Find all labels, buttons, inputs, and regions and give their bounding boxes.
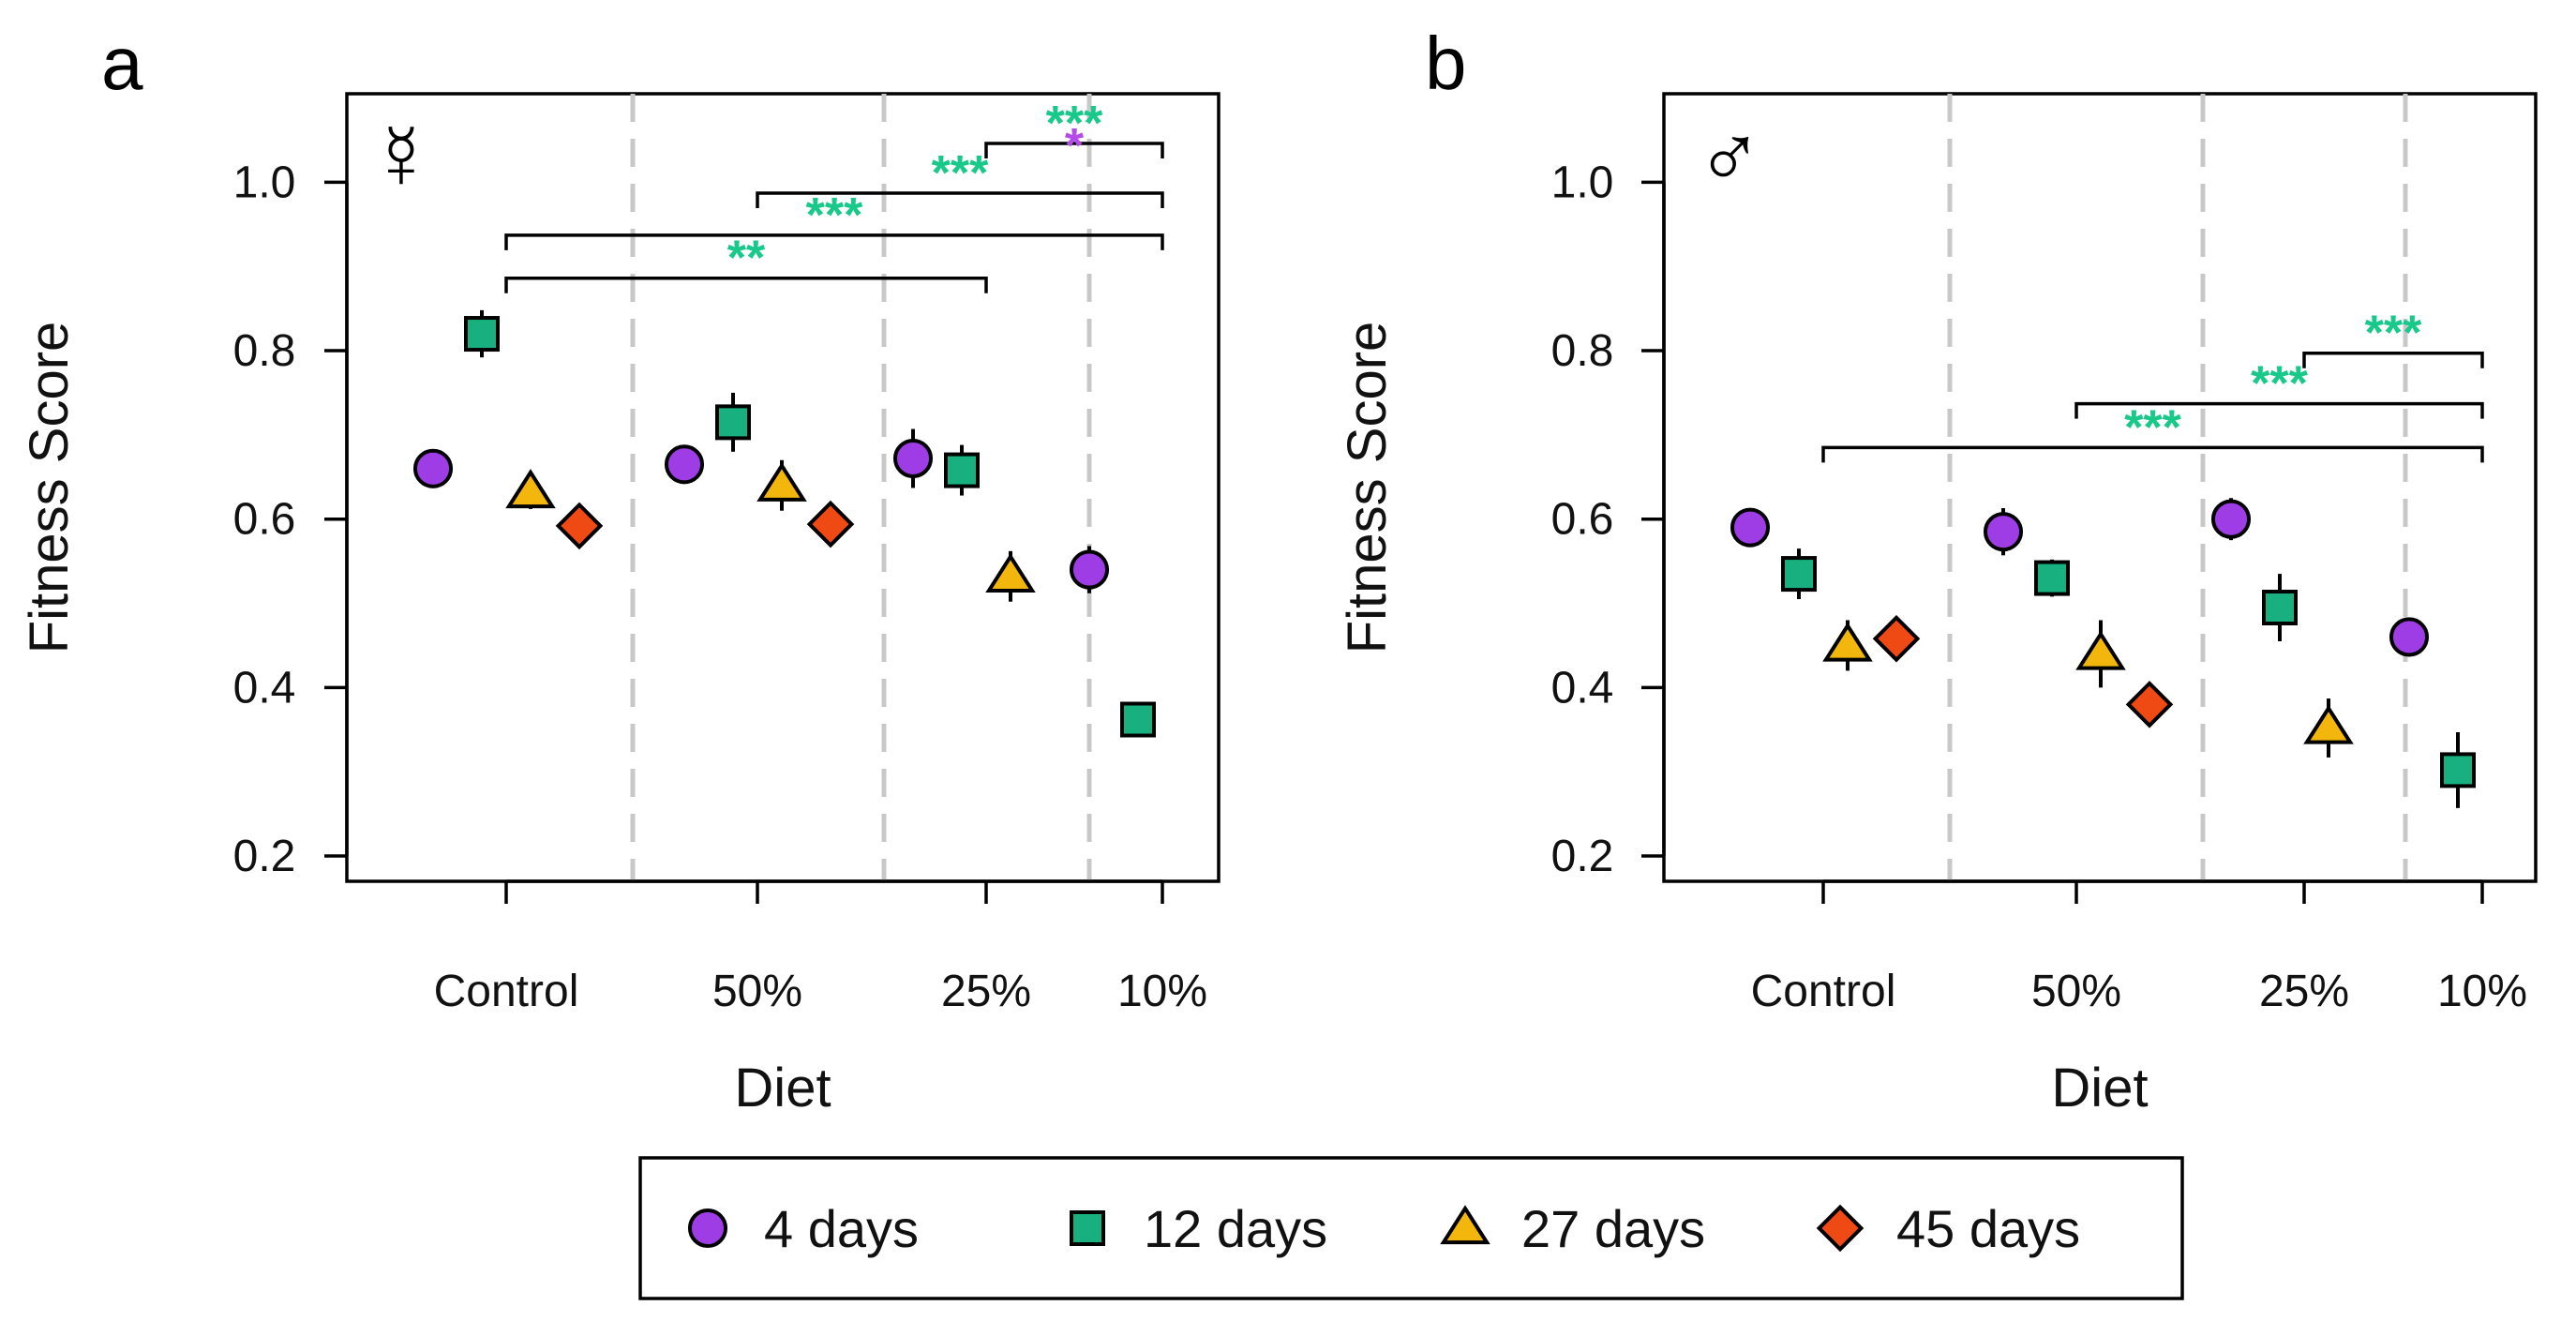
panel-a: a ☿ 0.2 0.4 0.6 0.8 1.0 Fitness Score Control 50%…: [19, 22, 1221, 1118]
legend-label: 4 days: [764, 1199, 919, 1258]
data-point: [806, 500, 855, 548]
diamond-legend-marker: [1816, 1204, 1865, 1253]
data-point: [2125, 681, 2174, 728]
legend-box: [638, 1156, 2184, 1300]
data-point: [1781, 556, 1817, 593]
x-tick-label: 25%: [941, 967, 1031, 1016]
data-point: [892, 438, 934, 479]
data-point: [505, 469, 556, 509]
y-tick-label: 0.4: [1551, 663, 1614, 713]
legend-label: 12 days: [1144, 1199, 1327, 1258]
legend: 4 days 12 days 27 days 45 days: [638, 1156, 2184, 1300]
significance-bracket: ***: [756, 146, 1164, 209]
significance-label: ***: [1046, 97, 1103, 151]
bracket-line: [984, 142, 1164, 159]
y-tick-label: 0.6: [1551, 495, 1614, 545]
legend-item-45-days: 45 days: [1816, 1199, 2080, 1258]
series-12-days: [1781, 548, 2476, 808]
legend-label: 45 days: [1896, 1199, 2080, 1258]
square-legend-marker: [1070, 1210, 1105, 1246]
x-tick-label: 10%: [2437, 967, 2527, 1016]
series-27-days: [1822, 620, 2354, 758]
y-tick-label: 0.2: [233, 832, 296, 881]
x-tick-label: Control: [434, 967, 579, 1016]
series-45-days: [1872, 614, 2174, 728]
data-point: [1120, 701, 1156, 738]
data-point: [1822, 622, 1873, 662]
significance-label: ***: [2365, 307, 2422, 361]
y-tick-label: 1.0: [1551, 158, 1614, 207]
y-tick-label: 0.4: [233, 663, 296, 713]
y-axis-title: Fitness Score: [19, 322, 80, 654]
bracket-line: [756, 191, 1164, 209]
y-tick-label: 1.0: [233, 158, 296, 207]
data-point: [944, 452, 980, 488]
data-point: [2389, 617, 2430, 657]
x-tick-label: 50%: [2031, 967, 2121, 1016]
data-point: [2075, 630, 2126, 670]
x-tick-label: Control: [1751, 967, 1896, 1016]
data-point: [664, 444, 705, 485]
significance-label: ***: [2251, 357, 2308, 412]
significance-label: **: [727, 232, 766, 286]
panel-letter: b: [1425, 22, 1467, 105]
legend-item-27-days: 27 days: [1440, 1199, 1705, 1258]
bracket-line: [2302, 351, 2484, 368]
series-12-days: [464, 309, 1156, 738]
data-point: [464, 316, 500, 353]
legend-item-4-days: 4 days: [687, 1199, 919, 1258]
significance-label: ***: [806, 188, 863, 243]
x-tick-label: 50%: [712, 967, 802, 1016]
circle-legend-marker: [687, 1208, 728, 1249]
data-point: [2210, 499, 2252, 539]
series-4-days: [412, 428, 1110, 593]
significance-label: ***: [2124, 400, 2181, 455]
male-symbol: ♂: [1696, 107, 1763, 207]
x-tick-label: 10%: [1117, 967, 1207, 1016]
significance-bracket: ***: [504, 188, 1164, 250]
panel-b: b ♂ 0.2 0.4 0.6 0.8 1.0 Fitness Score Control 50%…: [1337, 22, 2538, 1118]
data-point: [1872, 614, 1921, 663]
significance-label: ***: [932, 146, 989, 201]
bracket-line: [504, 276, 988, 293]
data-point: [1069, 549, 1110, 590]
data-point: [715, 404, 751, 441]
data-point: [2034, 560, 2070, 596]
triangle-legend-marker: [1440, 1205, 1490, 1245]
y-axis-title: Fitness Score: [1337, 322, 1398, 654]
data-point: [2303, 704, 2354, 744]
x-tick-label: 25%: [2259, 967, 2349, 1016]
y-tick-label: 0.6: [233, 495, 296, 545]
significance-bracket: ***: [2302, 307, 2484, 368]
data-point: [985, 552, 1036, 593]
data-point: [555, 502, 604, 550]
significance-label: *: [1065, 119, 1085, 173]
x-axis-title: Diet: [2051, 1058, 2148, 1118]
data-point: [412, 448, 454, 488]
data-point: [1983, 512, 2024, 552]
significance-bracket: ***: [2074, 357, 2484, 419]
hermaphrodite-symbol: ☿: [367, 107, 435, 207]
series-27-days: [505, 459, 1036, 602]
significance-bracket: ****: [984, 97, 1164, 173]
x-axis-title: Diet: [734, 1058, 831, 1118]
series-45-days: [555, 500, 855, 550]
data-point: [2440, 752, 2476, 788]
data-point: [1730, 507, 1771, 548]
panel-letter: a: [101, 22, 143, 105]
legend-item-12-days: 12 days: [1070, 1199, 1327, 1258]
series-4-days: [1730, 498, 2430, 657]
y-tick-label: 0.8: [233, 326, 296, 376]
data-point: [756, 461, 807, 502]
data-point: [2262, 590, 2298, 626]
legend-label: 27 days: [1521, 1199, 1705, 1258]
bracket-line: [504, 233, 1164, 250]
bracket-line: [1821, 445, 2484, 463]
bracket-line: [2074, 401, 2484, 419]
y-tick-label: 0.8: [1551, 326, 1614, 376]
significance-bracket: ***: [1821, 400, 2484, 463]
significance-bracket: **: [504, 232, 988, 293]
y-tick-label: 0.2: [1551, 832, 1614, 881]
